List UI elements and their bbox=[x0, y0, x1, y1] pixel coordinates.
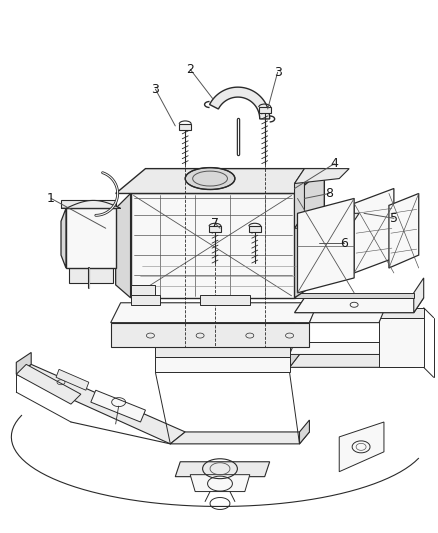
Polygon shape bbox=[290, 322, 300, 367]
Polygon shape bbox=[414, 343, 424, 367]
Polygon shape bbox=[170, 432, 309, 444]
Polygon shape bbox=[354, 189, 394, 273]
Polygon shape bbox=[61, 200, 116, 208]
Polygon shape bbox=[249, 226, 261, 232]
Polygon shape bbox=[389, 193, 419, 268]
Text: 3: 3 bbox=[274, 66, 282, 79]
Polygon shape bbox=[131, 285, 155, 298]
Polygon shape bbox=[175, 462, 270, 477]
Polygon shape bbox=[379, 308, 424, 318]
Polygon shape bbox=[131, 193, 294, 298]
Polygon shape bbox=[294, 298, 424, 313]
Polygon shape bbox=[116, 168, 324, 193]
Text: 6: 6 bbox=[340, 237, 348, 249]
Polygon shape bbox=[61, 200, 120, 208]
Polygon shape bbox=[339, 422, 384, 472]
Polygon shape bbox=[155, 358, 290, 373]
Polygon shape bbox=[16, 352, 31, 374]
Polygon shape bbox=[69, 266, 113, 283]
Polygon shape bbox=[91, 390, 145, 422]
Polygon shape bbox=[209, 87, 270, 119]
Polygon shape bbox=[155, 348, 290, 358]
Polygon shape bbox=[155, 322, 294, 348]
Polygon shape bbox=[16, 365, 185, 444]
Polygon shape bbox=[111, 322, 309, 348]
Polygon shape bbox=[259, 107, 271, 113]
Text: 5: 5 bbox=[390, 212, 398, 225]
Polygon shape bbox=[309, 298, 384, 311]
Polygon shape bbox=[414, 278, 424, 313]
Polygon shape bbox=[297, 198, 354, 293]
Polygon shape bbox=[185, 168, 235, 190]
Polygon shape bbox=[294, 168, 324, 298]
Polygon shape bbox=[190, 475, 250, 491]
Polygon shape bbox=[294, 168, 349, 183]
Polygon shape bbox=[290, 354, 424, 367]
Text: 8: 8 bbox=[325, 187, 333, 200]
Text: 1: 1 bbox=[47, 192, 55, 205]
Polygon shape bbox=[111, 303, 319, 322]
Polygon shape bbox=[66, 208, 116, 268]
Polygon shape bbox=[56, 369, 89, 390]
Text: 3: 3 bbox=[152, 83, 159, 95]
Polygon shape bbox=[209, 226, 221, 232]
Text: 7: 7 bbox=[211, 217, 219, 230]
Polygon shape bbox=[379, 318, 424, 367]
Polygon shape bbox=[179, 124, 191, 130]
Polygon shape bbox=[16, 365, 81, 404]
Polygon shape bbox=[300, 420, 309, 444]
Polygon shape bbox=[131, 295, 160, 305]
Text: 4: 4 bbox=[330, 157, 338, 170]
Text: 2: 2 bbox=[186, 63, 194, 76]
Polygon shape bbox=[116, 193, 131, 298]
Polygon shape bbox=[294, 293, 414, 298]
Polygon shape bbox=[309, 311, 384, 322]
Polygon shape bbox=[294, 213, 359, 228]
Polygon shape bbox=[290, 343, 419, 354]
Polygon shape bbox=[61, 208, 66, 268]
Polygon shape bbox=[200, 295, 250, 305]
Polygon shape bbox=[294, 168, 304, 228]
